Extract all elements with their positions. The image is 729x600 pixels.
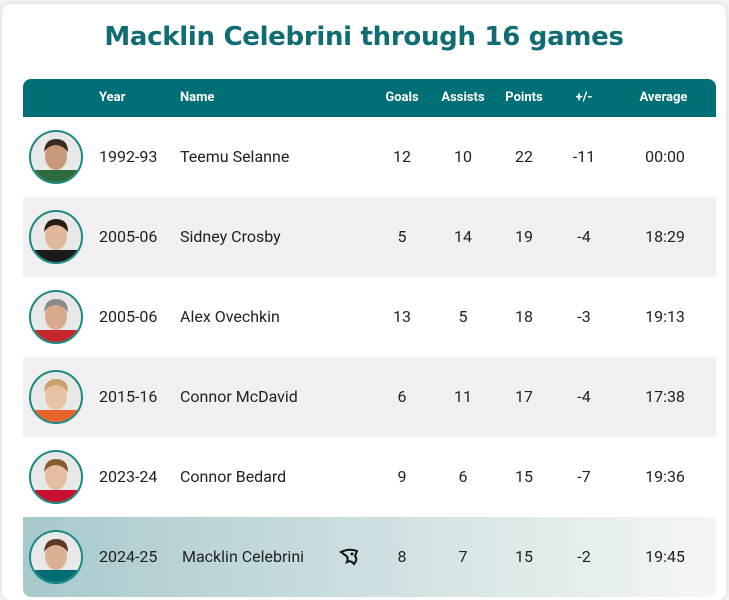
table-cell: Alex Ovechkin bbox=[180, 307, 280, 326]
table-cell: -2 bbox=[577, 547, 591, 566]
table-cell: 14 bbox=[454, 227, 472, 246]
column-header: Assists bbox=[441, 90, 485, 105]
table-cell: 8 bbox=[397, 547, 407, 566]
avatar-art bbox=[31, 539, 81, 582]
table-cell: Connor McDavid bbox=[180, 387, 298, 406]
player-photo bbox=[29, 450, 83, 504]
table-cell: 2023-24 bbox=[99, 467, 158, 486]
table-cell: 18 bbox=[515, 307, 533, 326]
team-logo bbox=[339, 547, 359, 571]
table-row: 2023-24 Connor Bedard 9 6 15 -7 19:36 bbox=[23, 437, 716, 517]
table-cell: 13 bbox=[393, 307, 411, 326]
table-cell: 6 bbox=[397, 387, 407, 406]
table-cell: -7 bbox=[577, 467, 591, 486]
table-cell: 19 bbox=[515, 227, 533, 246]
player-photo bbox=[29, 530, 83, 584]
table-cell: 1992-93 bbox=[99, 147, 158, 166]
card: Macklin Celebrini through 16 games Year N… bbox=[2, 4, 726, 600]
table-cell: 7 bbox=[458, 547, 468, 566]
table-cell: 17:38 bbox=[645, 387, 685, 406]
player-photo bbox=[29, 290, 83, 344]
table-cell: 15 bbox=[515, 547, 533, 566]
table-cell: 10 bbox=[454, 147, 472, 166]
table-row: 2015-16 Connor McDavid 6 11 17 -4 17:38 bbox=[23, 357, 716, 437]
column-header: Year bbox=[99, 90, 126, 105]
table-cell: -11 bbox=[572, 147, 596, 166]
avatar-art bbox=[31, 459, 81, 502]
table-cell: Connor Bedard bbox=[180, 467, 287, 486]
column-header: Points bbox=[505, 90, 543, 105]
player-photo bbox=[29, 130, 83, 184]
player-photo bbox=[29, 370, 83, 424]
table-cell: 22 bbox=[515, 147, 533, 166]
table-cell: 2005-06 bbox=[99, 307, 158, 326]
table-cell: 15 bbox=[515, 467, 533, 486]
table: Year Name Goals Assists Points +/- Average TOI… bbox=[23, 79, 716, 597]
table-cell: 6 bbox=[458, 467, 468, 486]
table-cell: 19:13 bbox=[645, 307, 685, 326]
avatar-art bbox=[31, 299, 81, 342]
column-header: Name bbox=[180, 90, 215, 105]
table-cell: 19:45 bbox=[645, 547, 685, 566]
table-cell: 17 bbox=[515, 387, 533, 406]
table-cell: 19:36 bbox=[645, 467, 685, 486]
table-cell: 5 bbox=[397, 227, 407, 246]
avatar-art bbox=[31, 139, 81, 182]
avatar-art bbox=[31, 219, 81, 262]
table-cell: 2015-16 bbox=[99, 387, 158, 406]
table-cell: 00:00 bbox=[645, 147, 685, 166]
player-photo bbox=[29, 210, 83, 264]
table-cell: 11 bbox=[454, 387, 472, 406]
table-cell: -4 bbox=[577, 387, 591, 406]
table-cell: -4 bbox=[577, 227, 591, 246]
table-row: 2024-25 Macklin Celebrini 8 7 15 -2 19:45 bbox=[23, 517, 716, 597]
logo-icon bbox=[339, 548, 359, 566]
column-header: Average TOI bbox=[639, 90, 688, 143]
table-cell: 2005-06 bbox=[99, 227, 158, 246]
table-cell: Sidney Crosby bbox=[180, 227, 281, 246]
avatar-art bbox=[31, 379, 81, 422]
table-cell: 5 bbox=[458, 307, 468, 326]
table-cell: Teemu Selanne bbox=[180, 147, 290, 166]
table-header: Year Name Goals Assists Points +/- Average TOI bbox=[23, 79, 716, 143]
table-cell: 2024-25 bbox=[99, 547, 158, 566]
table-row: 2005-06 Sidney Crosby 5 14 19 -4 18:29 bbox=[23, 197, 716, 277]
table-cell: Macklin Celebrini bbox=[182, 547, 305, 566]
table-cell: 9 bbox=[397, 467, 407, 486]
table-cell: 18:29 bbox=[645, 227, 685, 246]
table-cell: 12 bbox=[393, 147, 411, 166]
table-row: 2005-06 Alex Ovechkin 13 5 18 -3 19:13 bbox=[23, 277, 716, 357]
column-header: +/- bbox=[575, 90, 593, 105]
table-row: 1992-93 Teemu Selanne 12 10 22 -11 00:00 bbox=[23, 117, 716, 197]
table-cell: -3 bbox=[577, 307, 591, 326]
column-header: Goals bbox=[385, 90, 419, 105]
title: Macklin Celebrini through 16 games bbox=[104, 22, 624, 52]
